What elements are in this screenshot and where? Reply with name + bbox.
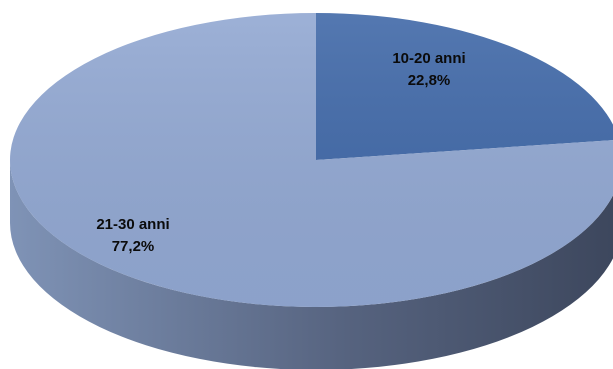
slice-category: 10-20 anni	[392, 50, 466, 67]
slice-percentage: 77,2%	[111, 238, 155, 255]
pie-side-wall	[10, 160, 613, 369]
slice-category: 21-30 anni	[96, 216, 170, 233]
slice-label-21-30: 21-30 anni 77,2%	[96, 214, 169, 258]
slice-label-10-20: 10-20 anni 22,8%	[392, 48, 465, 92]
pie-sheen	[10, 13, 613, 307]
slice-percentage: 22,8%	[407, 72, 451, 89]
